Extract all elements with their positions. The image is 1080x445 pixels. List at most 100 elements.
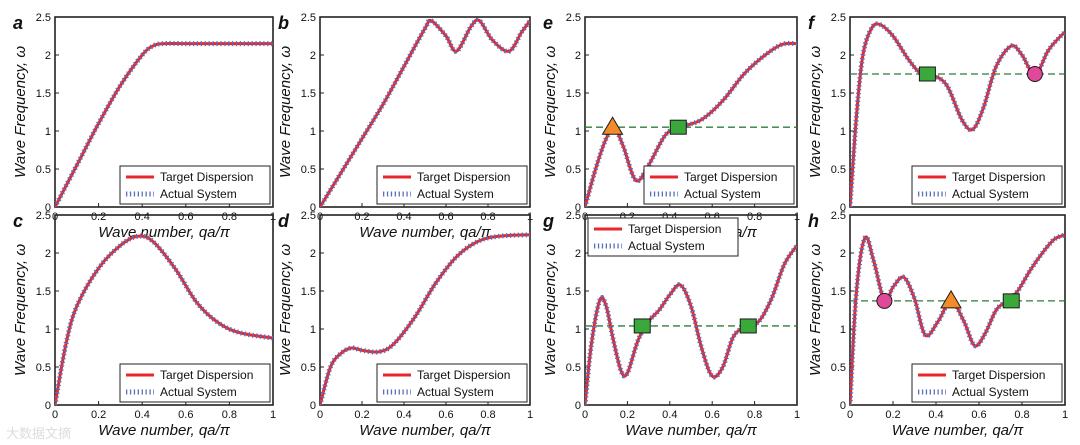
x-tick-label: 0.4	[396, 211, 411, 223]
legend: Target Dispersion Actual System	[643, 165, 795, 205]
legend: Target Dispersion Actual System	[911, 165, 1063, 205]
y-tick-label: 1.5	[301, 88, 316, 100]
x-tick-label: 0.6	[438, 211, 453, 223]
y-axis-label: Wave Frequency, ω	[277, 46, 294, 178]
y-tick-label: 1	[310, 126, 316, 138]
square-marker	[1002, 293, 1020, 309]
legend-box	[587, 217, 739, 257]
x-tick-label: 0.2	[885, 409, 900, 421]
y-tick-label: 2	[840, 248, 846, 260]
y-axis-label: Wave Frequency, ω	[807, 46, 824, 178]
y-tick-label: 0.5	[36, 164, 51, 176]
y-tick-label: 2.5	[36, 12, 51, 24]
legend: Target Dispersion Actual System	[911, 363, 1063, 403]
x-tick-label: 0.4	[135, 409, 150, 421]
y-tick-label: 1.5	[36, 286, 51, 298]
axes-frame	[54, 16, 274, 208]
panel-f: f 0 0.5 1 1.5 2 2.5 Wave Frequency, ω Target Dis…	[807, 12, 1066, 214]
y-tick-label: 1	[45, 324, 51, 336]
panel-h: h 0 0.5 1 1.5 2 2.5 0 0.2 0.4 0.6 0.8 1 Wave number, …	[807, 210, 1068, 439]
y-tick-label: 0	[45, 202, 51, 214]
legend-actual-label: Actual System	[160, 187, 237, 201]
y-tick-label: 2	[575, 248, 581, 260]
y-tick-label: 1	[575, 126, 581, 138]
y-tick-label: 1.5	[831, 88, 846, 100]
x-axis-label: Wave number, qa/π	[359, 224, 491, 241]
legend-target-label: Target Dispersion	[952, 368, 1045, 382]
x-tick-label: 0.4	[135, 211, 150, 223]
x-tick-label: 0.2	[91, 211, 106, 223]
y-tick-label: 2	[840, 50, 846, 62]
target-dispersion-line	[320, 18, 530, 207]
y-tick-label: 2	[310, 50, 316, 62]
square-marker	[633, 318, 651, 334]
legend-target-label: Target Dispersion	[628, 222, 721, 236]
y-tick-label: 0	[575, 400, 581, 412]
panel-c: c 0 0.5 1 1.5 2 2.5 0 0.2 0.4 0.6 0.8 1 Wave number, …	[12, 210, 276, 439]
y-axis-label: Wave Frequency, ω	[12, 244, 29, 376]
square-marker	[739, 318, 757, 334]
legend-actual-label: Actual System	[417, 385, 494, 399]
x-tick-label: 1	[794, 409, 800, 421]
actual-system-line	[55, 40, 273, 207]
actual-system-line	[55, 233, 273, 405]
panel-label: a	[13, 13, 23, 33]
x-tick-label: 0.6	[705, 409, 720, 421]
x-tick-label: 0.8	[222, 409, 237, 421]
panel-label: b	[278, 13, 289, 33]
y-tick-label: 2.5	[566, 210, 581, 222]
legend-box	[376, 165, 528, 205]
legend: Target Dispersion Actual System	[119, 165, 271, 205]
legend-target-label: Target Dispersion	[417, 170, 510, 184]
y-tick-label: 0	[45, 400, 51, 412]
y-tick-label: 2	[575, 50, 581, 62]
x-tick-label: 0.8	[222, 211, 237, 223]
x-tick-label: 0.8	[747, 211, 762, 223]
y-tick-label: 1.5	[566, 286, 581, 298]
y-axis-label: Wave Frequency, ω	[277, 244, 294, 376]
axes-frame	[319, 16, 531, 208]
legend: Target Dispersion Actual System	[587, 217, 739, 257]
y-tick-label: 2.5	[36, 210, 51, 222]
y-tick-label: 2.5	[301, 12, 316, 24]
legend-target-label: Target Dispersion	[684, 170, 777, 184]
x-tick-label: 0.6	[438, 409, 453, 421]
legend-target-label: Target Dispersion	[160, 170, 253, 184]
x-tick-label: 0.4	[396, 409, 411, 421]
x-tick-label: 0	[847, 409, 853, 421]
y-tick-label: 0.5	[36, 362, 51, 374]
y-tick-label: 1	[840, 126, 846, 138]
legend-actual-label: Actual System	[160, 385, 237, 399]
y-axis-label: Wave Frequency, ω	[542, 46, 559, 178]
legend-box	[911, 165, 1063, 205]
panel-label: h	[808, 211, 819, 231]
y-tick-label: 0.5	[566, 362, 581, 374]
y-axis-label: Wave Frequency, ω	[12, 46, 29, 178]
y-tick-label: 1.5	[36, 88, 51, 100]
y-tick-label: 0.5	[831, 362, 846, 374]
x-tick-label: 0.6	[178, 409, 193, 421]
panel-label: e	[543, 13, 553, 33]
x-tick-label: 1	[1062, 409, 1068, 421]
actual-system-line	[585, 40, 797, 207]
y-tick-label: 2	[45, 50, 51, 62]
y-axis-label: Wave Frequency, ω	[807, 244, 824, 376]
legend: Target Dispersion Actual System	[119, 363, 271, 403]
actual-system-line	[585, 243, 797, 405]
x-axis-label: Wave number, qa/π	[625, 422, 757, 439]
x-tick-label: 0.2	[354, 409, 369, 421]
square-marker	[669, 119, 687, 135]
y-tick-label: 1.5	[831, 286, 846, 298]
x-tick-label: 0.8	[480, 211, 495, 223]
y-tick-label: 2.5	[566, 12, 581, 24]
legend-actual-label: Actual System	[684, 187, 761, 201]
y-tick-label: 1	[575, 324, 581, 336]
x-tick-label: 0	[52, 409, 58, 421]
y-tick-label: 0.5	[301, 164, 316, 176]
axes-frame	[584, 16, 798, 208]
x-axis-label: Wave number, qa/π	[892, 422, 1024, 439]
y-axis-label: Wave Frequency, ω	[542, 244, 559, 376]
